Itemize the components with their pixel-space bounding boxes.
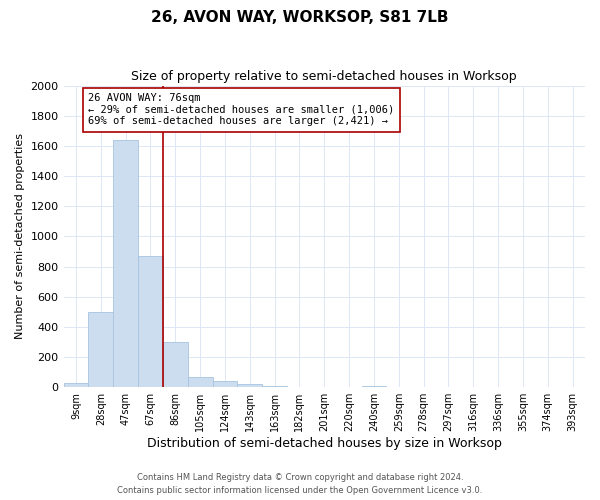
X-axis label: Distribution of semi-detached houses by size in Worksop: Distribution of semi-detached houses by … — [147, 437, 502, 450]
Y-axis label: Number of semi-detached properties: Number of semi-detached properties — [15, 134, 25, 340]
Text: Contains HM Land Registry data © Crown copyright and database right 2024.
Contai: Contains HM Land Registry data © Crown c… — [118, 474, 482, 495]
Bar — [362, 386, 386, 387]
Bar — [212, 381, 238, 387]
Bar — [138, 256, 163, 387]
Bar — [64, 383, 88, 387]
Bar — [88, 312, 113, 387]
Bar — [188, 376, 212, 387]
Bar — [163, 342, 188, 387]
Bar — [262, 386, 287, 387]
Text: 26, AVON WAY, WORKSOP, S81 7LB: 26, AVON WAY, WORKSOP, S81 7LB — [151, 10, 449, 25]
Bar — [113, 140, 138, 387]
Text: 26 AVON WAY: 76sqm
← 29% of semi-detached houses are smaller (1,006)
69% of semi: 26 AVON WAY: 76sqm ← 29% of semi-detache… — [88, 93, 395, 126]
Title: Size of property relative to semi-detached houses in Worksop: Size of property relative to semi-detach… — [131, 70, 517, 83]
Bar — [238, 384, 262, 387]
